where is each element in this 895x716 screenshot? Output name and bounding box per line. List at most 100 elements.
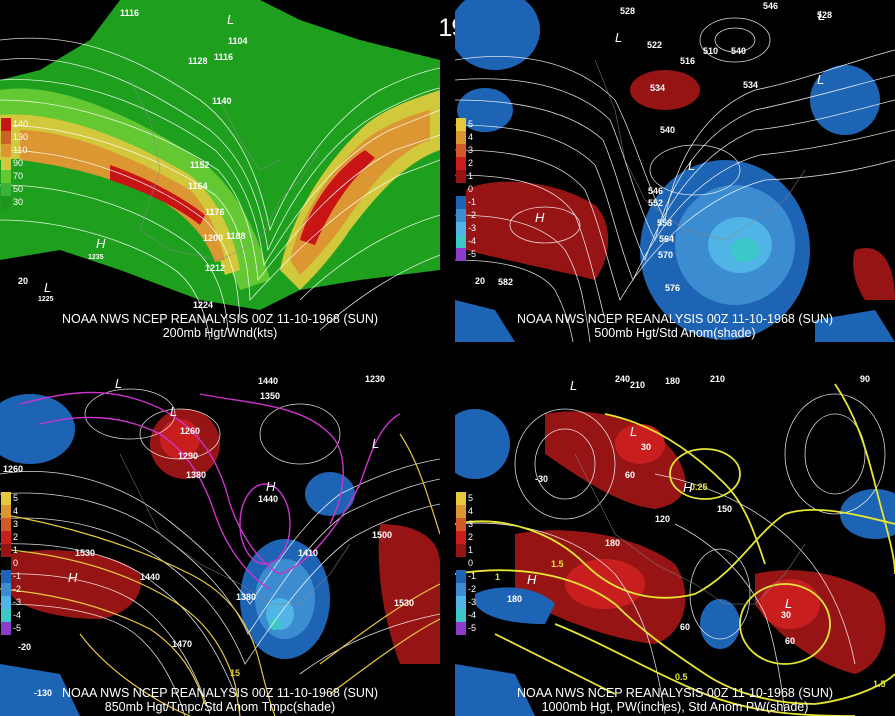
legend-swatch: [456, 518, 466, 531]
low-pressure-label: L: [170, 404, 178, 419]
legend-label: 3: [13, 519, 19, 529]
color-legend: 5 4 3 2 1 0 -1 -2 -3 -4 -5: [456, 492, 484, 635]
contour-label: 1380: [236, 592, 257, 602]
legend-row: -3: [456, 596, 484, 609]
legend-row: 110: [1, 144, 29, 157]
legend-row: -5: [1, 622, 29, 635]
high-pressure-label: H: [527, 572, 537, 587]
legend-label: -5: [468, 249, 477, 259]
legend-swatch: [1, 518, 11, 531]
legend-label: -1: [468, 571, 477, 581]
panel-caption: NOAA NWS NCEP REANALYSIS 00Z 11-10-1968 …: [61, 312, 379, 326]
legend-swatch: [1, 557, 11, 570]
panel-subtitle: 1000mb Hgt, PW(inches), Std Anom PW(shad…: [541, 700, 809, 714]
legend-label: -3: [13, 597, 22, 607]
legend-row: 5: [456, 492, 484, 505]
contour-label: 60: [680, 622, 691, 632]
contour-label: 90: [860, 374, 871, 384]
high-pressure-label: H: [266, 479, 276, 494]
contour-label: 570: [658, 250, 674, 260]
legend-label: 3: [468, 145, 474, 155]
legend-row: -4: [1, 609, 29, 622]
contour-label: 1.5: [873, 679, 886, 689]
legend-row: 4: [456, 505, 484, 518]
panel-500mb: 528 546 528 522 516 510 540 534 534 540 …: [455, 0, 895, 342]
legend-swatch: [456, 596, 466, 609]
legend-row: 30: [1, 196, 29, 209]
legend-label: 1: [468, 171, 474, 181]
legend-label: 70: [13, 171, 24, 181]
legend-row: 50: [1, 183, 29, 196]
contour-label: 30: [641, 442, 652, 452]
low-pressure-label: L: [630, 424, 638, 439]
legend-row: -3: [456, 222, 484, 235]
legend-label: 140: [13, 119, 29, 129]
low-pressure-label: L: [818, 8, 826, 23]
contour-label: 1530: [75, 548, 96, 558]
contour-label: 552: [648, 198, 664, 208]
legend-label: 5: [13, 493, 19, 503]
contour-label: 546: [763, 1, 779, 11]
map-850mb: [0, 374, 440, 716]
legend-row: 3: [1, 518, 29, 531]
legend-swatch: [456, 622, 466, 635]
legend-row: 1: [456, 170, 484, 183]
contour-label: 60: [785, 636, 796, 646]
contour-label: 534: [650, 83, 666, 93]
legend-swatch: [456, 557, 466, 570]
contour-label: -30: [535, 474, 549, 484]
legend-swatch: [1, 492, 11, 505]
legend-row: 2: [1, 531, 29, 544]
contour-label: 1530: [394, 598, 415, 608]
legend-label: -3: [468, 223, 477, 233]
legend-row: 0: [456, 557, 484, 570]
legend-swatch: [456, 183, 466, 196]
contour-label: 1290: [178, 451, 199, 461]
low-pressure-label: L: [817, 72, 825, 87]
contour-label: 210: [710, 374, 726, 384]
contour-label: 546: [648, 186, 664, 196]
legend-swatch: [456, 235, 466, 248]
contour-label: 1: [495, 572, 501, 582]
legend-swatch: [1, 596, 11, 609]
contour-label: 180: [605, 538, 621, 548]
map-200mb: [0, 0, 440, 342]
panel-subtitle: 200mb Hgt/Wnd(kts): [162, 326, 278, 340]
legend-row: 140: [1, 118, 29, 131]
low-pressure-label: L: [44, 280, 52, 295]
contour-label: 1176: [205, 207, 225, 217]
panel-200mb: 1116 1104 1128 1116 1140 1152 1164 1176 …: [0, 0, 440, 342]
legend-swatch: [456, 118, 466, 131]
legend-row: 2: [456, 531, 484, 544]
contour-label: 1140: [212, 96, 232, 106]
legend-row: 90: [1, 157, 29, 170]
contour-label: 180: [507, 594, 523, 604]
panel-caption: NOAA NWS NCEP REANALYSIS 00Z 11-10-1968 …: [61, 686, 379, 700]
contour-label: 1380: [186, 470, 207, 480]
contour-label: 20: [18, 276, 29, 286]
contour-label: 1350: [260, 391, 281, 401]
contour-label: 1200: [203, 233, 224, 243]
low-pressure-label: L: [227, 12, 235, 27]
contour-label: 1260: [3, 464, 24, 474]
legend-swatch: [1, 157, 11, 170]
contour-label: 564: [659, 234, 675, 244]
legend-swatch: [456, 222, 466, 235]
legend-label: 2: [468, 158, 474, 168]
legend-label: 2: [468, 532, 474, 542]
legend-label: -2: [468, 210, 477, 220]
low-pressure-label: L: [372, 436, 380, 451]
low-pressure-label: L: [570, 378, 578, 393]
legend-label: -2: [468, 584, 477, 594]
legend-row: 70: [1, 170, 29, 183]
legend-swatch: [456, 209, 466, 222]
contour-label: 0.25: [690, 482, 708, 492]
legend-swatch: [456, 531, 466, 544]
legend-row: 5: [1, 492, 29, 505]
contour-label: 1440: [258, 494, 279, 504]
contour-label: 60: [625, 470, 636, 480]
high-pressure-label: H: [68, 570, 78, 585]
legend-swatch: [1, 583, 11, 596]
low-pressure-label: L: [115, 376, 123, 391]
contour-label: 1440: [258, 376, 279, 386]
